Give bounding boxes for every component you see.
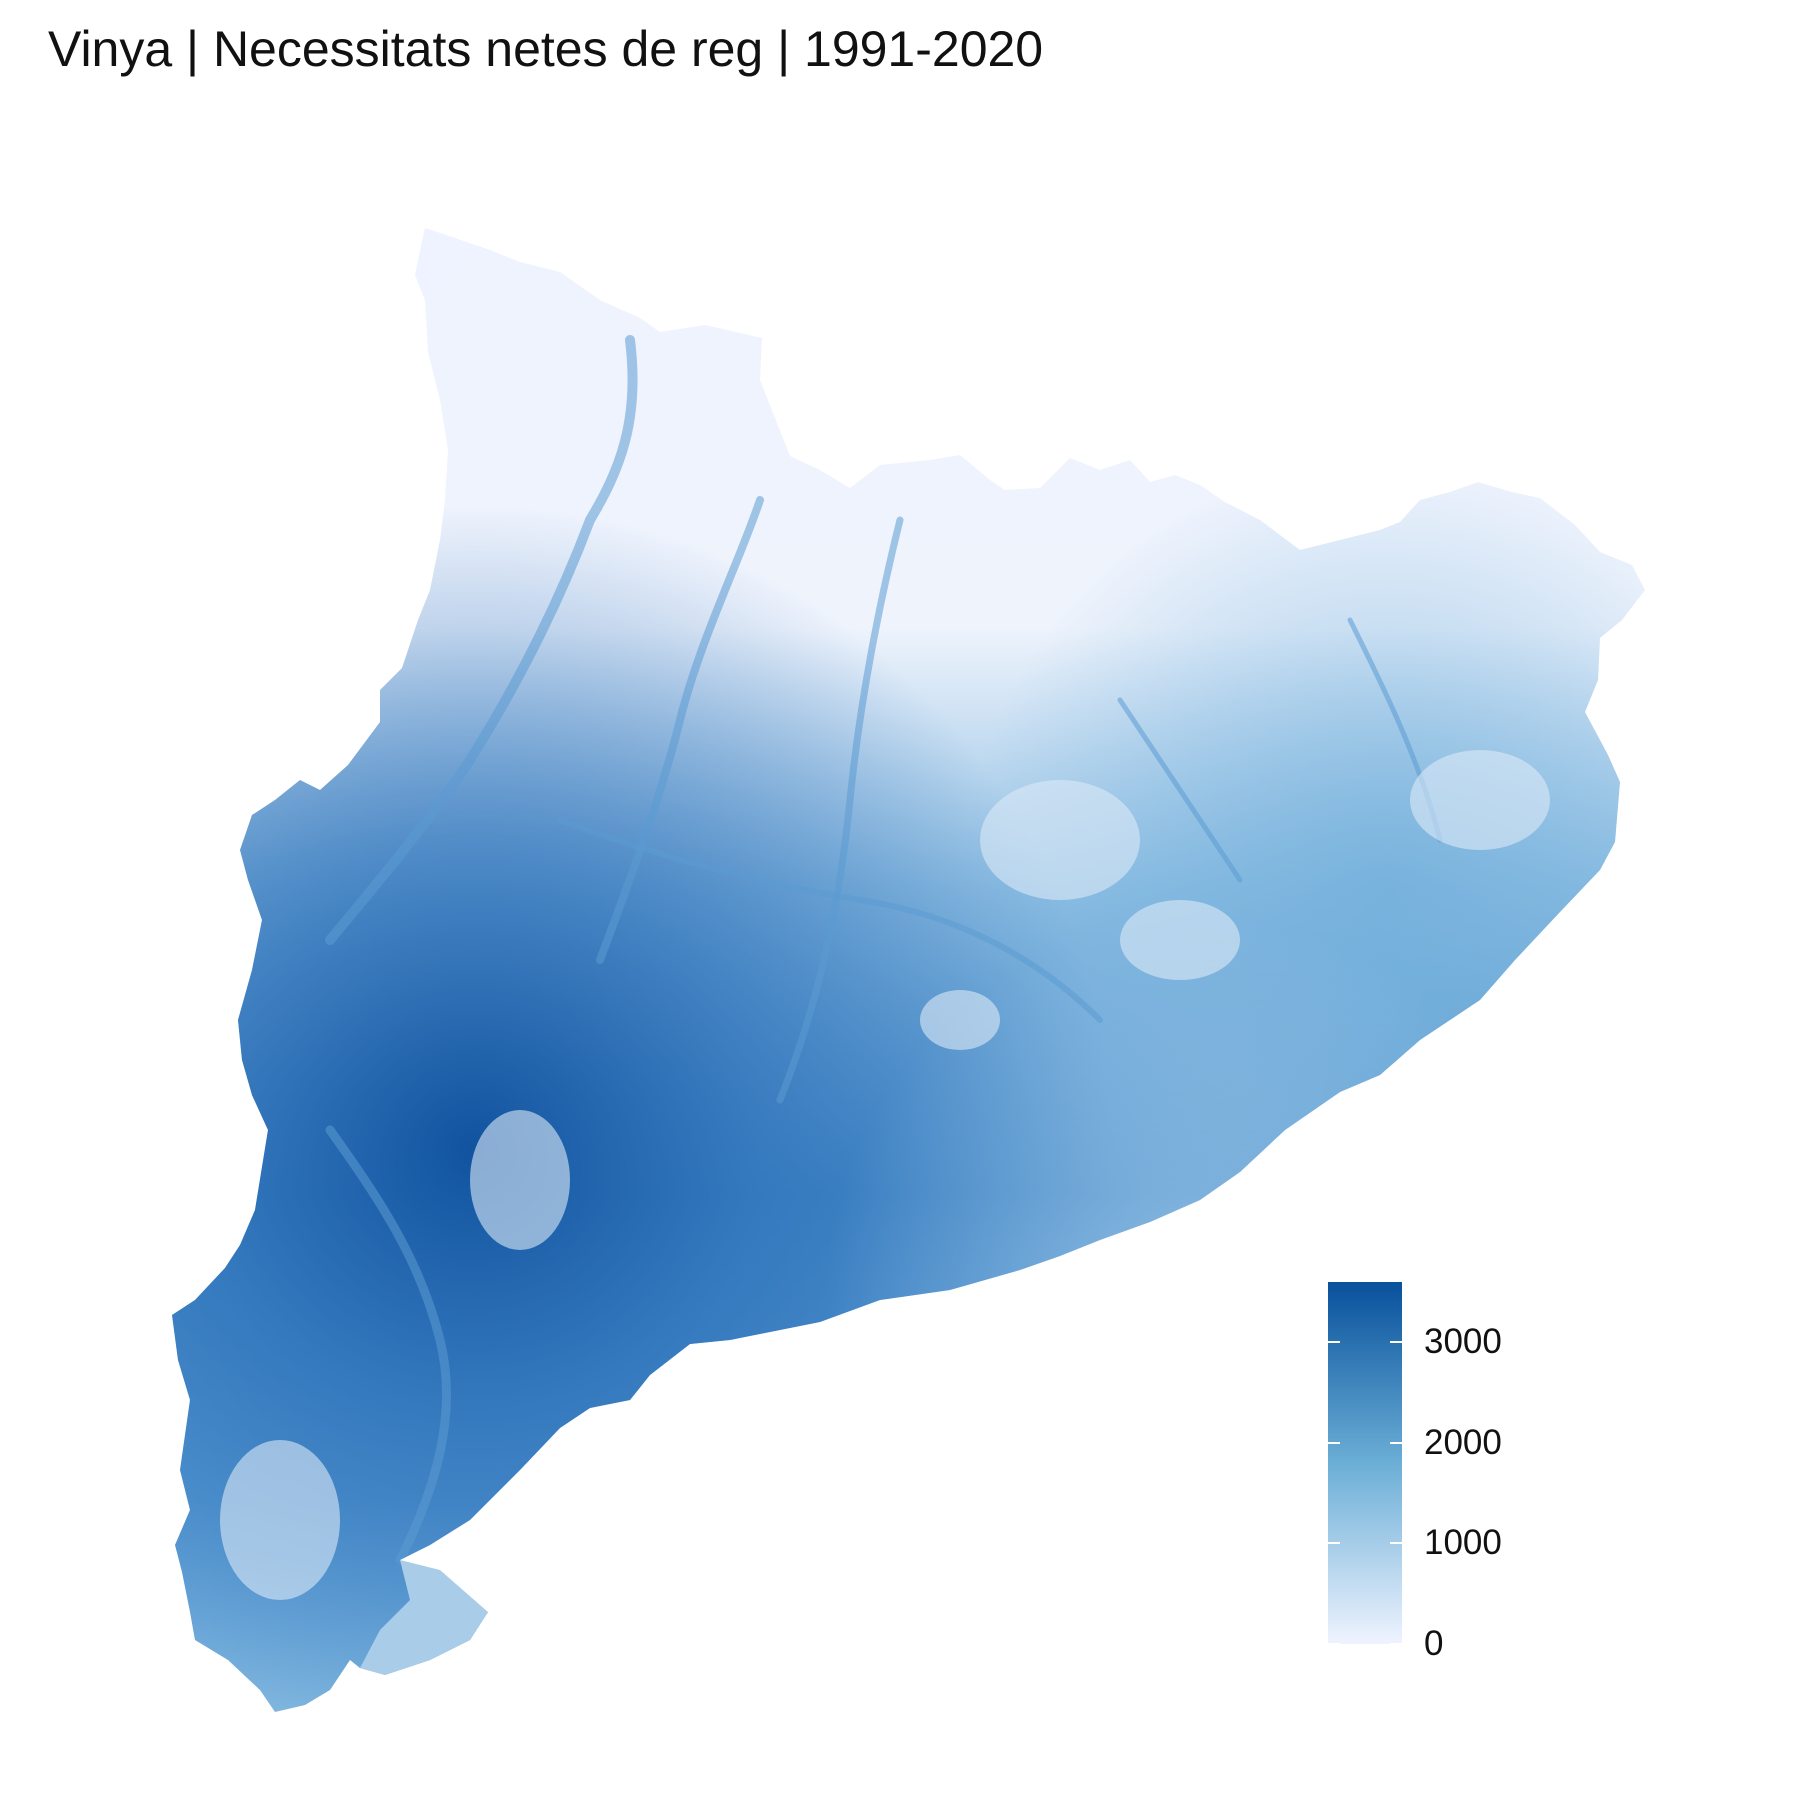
legend-tick-mark-right	[1390, 1341, 1402, 1344]
legend-tick-mark-left	[1328, 1341, 1340, 1344]
legend-tick-label: 1000	[1424, 1523, 1502, 1563]
legend-tick-label: 0	[1424, 1624, 1444, 1663]
legend-tick-mark-right	[1390, 1441, 1402, 1444]
legend-tick-mark-right	[1390, 1542, 1402, 1545]
legend-tick-mark-left	[1328, 1441, 1340, 1444]
legend-colorbar	[1328, 1282, 1402, 1644]
legend-tick-label: 2000	[1424, 1422, 1502, 1462]
map-title: Vinya | Necessitats netes de reg | 1991-…	[48, 21, 1044, 77]
legend-tick-label: 3000	[1424, 1322, 1502, 1362]
legend-tick-mark-left	[1328, 1542, 1340, 1545]
legend-tick-mark-right	[1390, 1643, 1402, 1645]
legend-tick-mark-left	[1328, 1643, 1340, 1645]
